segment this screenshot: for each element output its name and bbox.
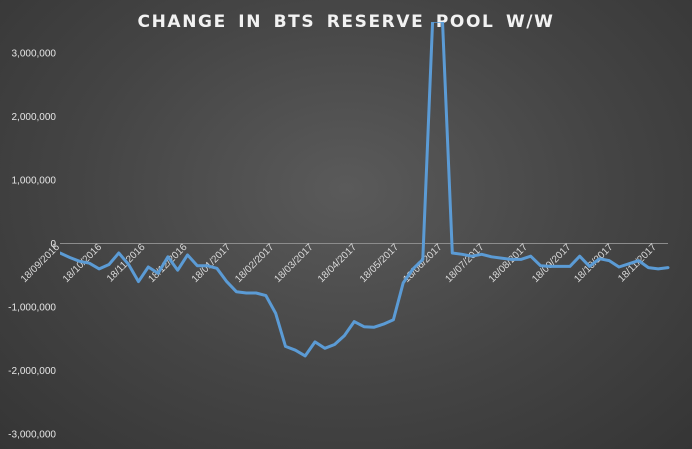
- x-tick-label: 18/08/2017: [487, 242, 530, 285]
- y-tick-label: 2,000,000: [12, 112, 57, 123]
- x-tick-label: 18/11/2017: [616, 242, 659, 285]
- y-tick-label: 3,000,000: [12, 49, 57, 60]
- chart-title: CHANGE IN BTS RESERVE POOL W/W: [137, 12, 555, 32]
- y-tick-label: -1,000,000: [8, 303, 56, 314]
- series-layer: [60, 22, 670, 358]
- x-tick-label: 18/09/2016: [19, 242, 62, 285]
- series-line: [60, 22, 670, 358]
- x-tick-label: 18/04/2017: [316, 242, 359, 285]
- x-tick-label: 18/02/2017: [233, 242, 276, 285]
- y-axis: 3,000,000 2,000,000 1,000,000 0 -1,000,000 -2…: [8, 49, 56, 441]
- y-tick-label: -3,000,000: [8, 430, 56, 441]
- x-tick-label: 18/05/2017: [358, 242, 401, 285]
- y-tick-label: 0: [50, 239, 56, 250]
- y-tick-label: 1,000,000: [12, 176, 57, 187]
- x-tick-label: 18/07/2017: [443, 242, 486, 285]
- x-tick-label: 18/03/2017: [273, 242, 316, 285]
- y-tick-label: -2,000,000: [8, 366, 56, 377]
